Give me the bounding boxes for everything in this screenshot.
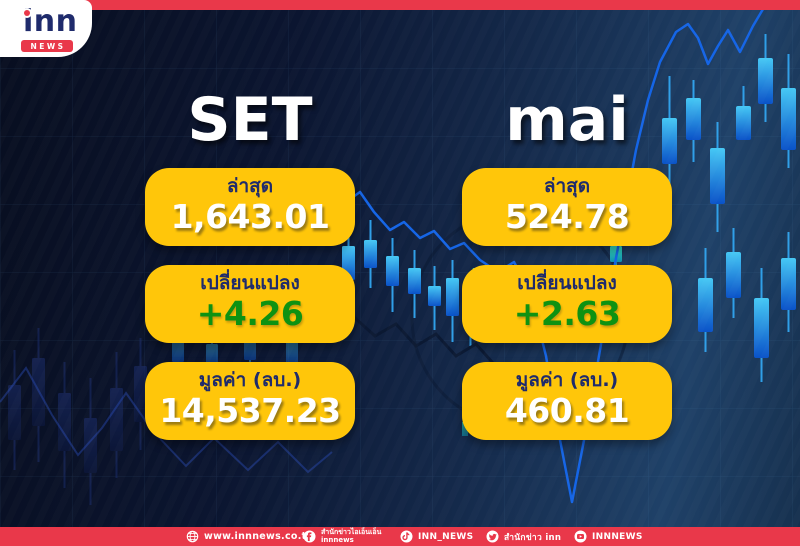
- price-line: [329, 3, 768, 504]
- footer-facebook-text: สำนักข่าวไอเอ็นเอ็น innnews: [321, 528, 382, 544]
- dim-candles-left: [8, 328, 147, 505]
- card-value: +4.26: [196, 294, 304, 333]
- youtube-icon: [574, 530, 587, 543]
- card-value: 524.78: [504, 197, 630, 236]
- bright-candles-right: [662, 34, 796, 382]
- card-value: 1,643.01: [170, 197, 330, 236]
- card-label: ล่าสุด: [543, 175, 591, 197]
- footer-twitter-text: สำนักข่าว inn: [504, 532, 562, 543]
- mai-title: mai: [505, 85, 629, 155]
- footer-tiktok: INN_NEWS: [400, 527, 473, 546]
- card-label: ล่าสุด: [226, 175, 274, 197]
- mai-change-card: เปลี่ยนแปลง +2.63: [462, 265, 672, 343]
- inn-logo-dot: [24, 10, 30, 16]
- inn-logo-text: inn: [23, 4, 78, 39]
- card-value: 14,537.23: [159, 391, 341, 430]
- footer-facebook-line2: innnews: [321, 535, 354, 544]
- twitter-icon: [486, 530, 499, 543]
- set-change-card: เปลี่ยนแปลง +4.26: [145, 265, 355, 343]
- mai-latest-card: ล่าสุด 524.78: [462, 168, 672, 246]
- footer-website-text: www.innnews.co.th: [204, 531, 314, 542]
- footer-youtube: INNNEWS: [574, 527, 643, 546]
- set-latest-card: ล่าสุด 1,643.01: [145, 168, 355, 246]
- inn-logo: inn NEWS: [0, 0, 92, 57]
- card-label: เปลี่ยนแปลง: [200, 272, 300, 294]
- facebook-icon: [303, 530, 316, 543]
- footer-facebook-line1: สำนักข่าวไอเอ็นเอ็น: [321, 528, 382, 536]
- inn-logo-news-badge: NEWS: [21, 40, 73, 52]
- set-title: SET: [187, 85, 313, 155]
- footer-website: www.innnews.co.th: [186, 527, 314, 546]
- footer-youtube-text: INNNEWS: [592, 531, 643, 542]
- footer-tiktok-text: INN_NEWS: [418, 531, 474, 542]
- set-value-card: มูลค่า (ลบ.) 14,537.23: [145, 362, 355, 440]
- card-label: เปลี่ยนแปลง: [517, 272, 617, 294]
- card-label: มูลค่า (ลบ.): [198, 369, 302, 391]
- tiktok-icon: [400, 530, 413, 543]
- mai-value-card: มูลค่า (ลบ.) 460.81: [462, 362, 672, 440]
- card-value: 460.81: [504, 391, 630, 430]
- card-value: +2.63: [513, 294, 621, 333]
- footer-facebook: สำนักข่าวไอเอ็นเอ็น innnews: [303, 527, 381, 546]
- footer-bar: www.innnews.co.th สำนักข่าวไอเอ็นเอ็น in…: [0, 527, 800, 546]
- card-label: มูลค่า (ลบ.): [515, 369, 619, 391]
- top-red-bar: [0, 0, 800, 10]
- globe-icon: [186, 530, 199, 543]
- footer-twitter: สำนักข่าว inn: [486, 527, 561, 546]
